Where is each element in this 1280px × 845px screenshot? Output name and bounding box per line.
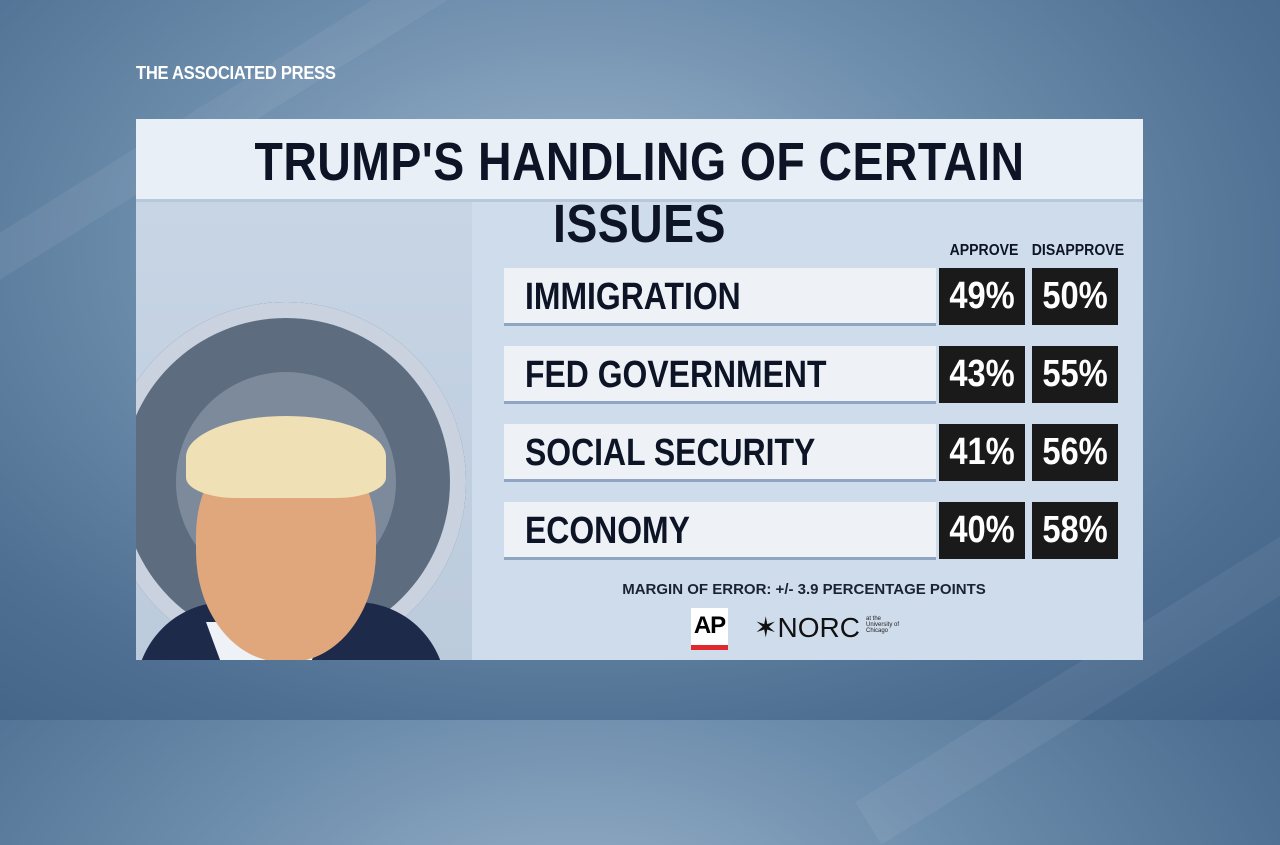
- approve-value-text: 40%: [949, 509, 1015, 551]
- approve-value: 40%: [939, 502, 1025, 559]
- ap-logo-text: AP: [693, 612, 726, 639]
- norc-logo-text: NORC: [777, 612, 860, 643]
- approve-value-text: 49%: [949, 275, 1015, 317]
- disapprove-value: 50%: [1032, 268, 1118, 325]
- category-label: ECONOMY: [525, 510, 690, 552]
- row-background: [504, 424, 936, 482]
- approve-value-text: 43%: [949, 353, 1015, 395]
- norc-logo: ✶NORC: [754, 612, 860, 643]
- ap-logo-bar: [691, 645, 728, 650]
- chart-title: TRUMP'S HANDLING OF CERTAIN ISSUES: [254, 132, 1025, 254]
- approve-value: 41%: [939, 424, 1025, 481]
- approve-value: 49%: [939, 268, 1025, 325]
- portrait-hair: [186, 416, 386, 498]
- category-label: IMMIGRATION: [525, 276, 741, 318]
- disapprove-value: 56%: [1032, 424, 1118, 481]
- category-label: FED GOVERNMENT: [525, 354, 827, 396]
- approve-value-text: 41%: [949, 431, 1015, 473]
- graphic-card: TRUMP'S HANDLING OF CERTAIN ISSUES: [136, 119, 1143, 660]
- disapprove-value-text: 50%: [1042, 275, 1108, 317]
- margin-of-error-note: MARGIN OF ERROR: +/- 3.9 PERCENTAGE POIN…: [622, 581, 986, 598]
- disapprove-value: 58%: [1032, 502, 1118, 559]
- ap-logo: AP: [691, 608, 728, 650]
- disapprove-value-text: 56%: [1042, 431, 1108, 473]
- disapprove-value-text: 58%: [1042, 509, 1108, 551]
- disapprove-value-text: 55%: [1042, 353, 1108, 395]
- row-background: [504, 268, 936, 326]
- portrait-photo: [136, 202, 472, 660]
- column-header-disapprove: DISAPPROVE: [1031, 242, 1125, 259]
- approve-value: 43%: [939, 346, 1025, 403]
- category-label: SOCIAL SECURITY: [525, 432, 816, 474]
- brand-label: THE ASSOCIATED PRESS: [136, 63, 336, 83]
- norc-logo-subtext: at the University of Chicago: [866, 616, 900, 634]
- row-background: [504, 502, 936, 560]
- row-background: [504, 346, 936, 404]
- title-bar: TRUMP'S HANDLING OF CERTAIN ISSUES: [136, 119, 1143, 254]
- disapprove-value: 55%: [1032, 346, 1118, 403]
- column-header-approve: APPROVE: [949, 242, 1019, 259]
